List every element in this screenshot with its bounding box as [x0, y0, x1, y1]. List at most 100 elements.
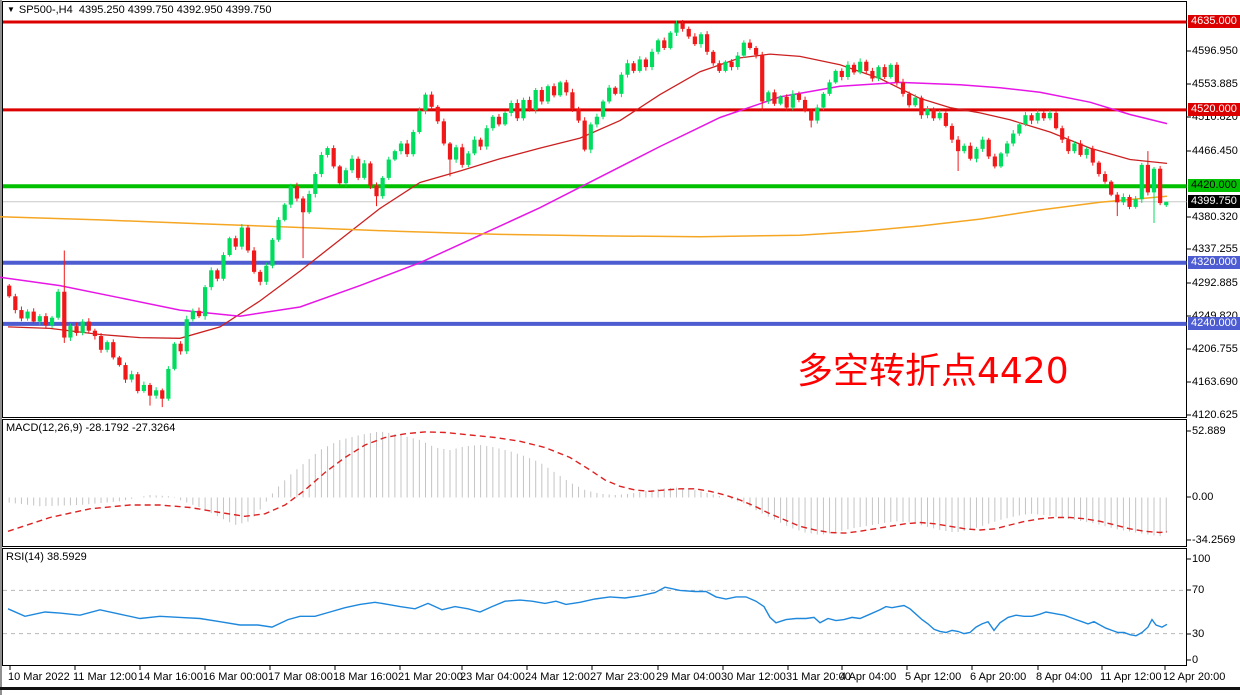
candle-body: [460, 147, 465, 165]
candle-body: [576, 109, 581, 121]
candle-body: [13, 296, 18, 311]
candle-body: [374, 185, 379, 197]
candle-body: [1115, 194, 1120, 203]
candle-body: [288, 186, 293, 205]
time-axis-label: 30 Mar 12:00: [721, 671, 786, 683]
candle-body: [564, 82, 569, 93]
time-axis-label: 29 Mar 04:00: [656, 671, 721, 683]
candle-body: [25, 311, 30, 319]
candle-body: [931, 109, 936, 119]
candle-body: [166, 368, 171, 399]
candle-body: [398, 143, 404, 152]
candle-body: [649, 51, 655, 68]
candle-body: [723, 61, 728, 71]
candle-body: [1084, 148, 1089, 155]
candle-body: [888, 64, 893, 78]
price-tick-label: 4466.450: [1192, 145, 1238, 157]
candle-body: [307, 193, 312, 213]
candle-body: [827, 82, 832, 94]
candle-body: [411, 132, 416, 155]
candle-body: [637, 59, 642, 71]
candle-body: [949, 125, 955, 140]
rsi-panel[interactable]: [2, 548, 1187, 666]
candle-body: [203, 287, 208, 317]
candle-body: [1060, 128, 1065, 140]
candle-body: [215, 270, 220, 279]
candle-body: [729, 61, 734, 68]
price-tick-label: 4120.625: [1192, 409, 1238, 421]
candle-body: [258, 271, 263, 282]
macd-panel[interactable]: [2, 419, 1187, 547]
candle-body: [643, 59, 648, 68]
candle-body: [1004, 143, 1010, 154]
candle-body: [343, 170, 349, 184]
candle-body: [1017, 124, 1022, 134]
candle-body: [129, 374, 134, 380]
price-badge: 4399.750: [1188, 195, 1240, 208]
macd-tick-label: 0.00: [1192, 491, 1214, 503]
macd-area[interactable]: [7, 431, 1168, 537]
time-axis-label: 11 Apr 12:00: [1100, 671, 1162, 683]
candle-body: [686, 28, 691, 37]
candle-body: [441, 121, 446, 144]
time-axis-label: 11 Mar 12:00: [73, 671, 138, 683]
candle-body: [521, 99, 526, 119]
time-axis-label: 8 Apr 04:00: [1036, 671, 1093, 683]
candle-body: [1158, 168, 1163, 204]
candle-body: [331, 148, 336, 167]
candle-body: [558, 82, 563, 96]
candle-body: [851, 64, 857, 73]
candle-body: [245, 227, 251, 251]
candle-body: [680, 23, 685, 29]
candle-body: [986, 139, 991, 157]
candle-body: [705, 34, 710, 52]
main-chart-area[interactable]: [0, 19, 1187, 408]
time-axis-label: 5 Apr 12:00: [905, 671, 962, 683]
rsi-tick-label: 70: [1192, 584, 1205, 596]
candle-body: [894, 64, 899, 83]
candle-body: [98, 336, 104, 350]
symbol-dropdown-icon[interactable]: ▼: [7, 5, 15, 14]
candle-body: [19, 310, 24, 319]
candle-body: [154, 390, 159, 396]
time-axis-label: 4 Apr 04:00: [840, 671, 897, 683]
candle-body: [190, 310, 195, 320]
candle-body: [405, 143, 410, 155]
candle-body: [509, 102, 514, 113]
candle-body: [1053, 112, 1059, 129]
candle-body: [368, 163, 373, 186]
candle-body: [717, 63, 722, 71]
candle-body: [62, 291, 67, 338]
main-chart-panel[interactable]: [2, 1, 1187, 418]
candle-body: [270, 239, 275, 266]
candle-body: [796, 93, 802, 100]
time-axis-label: 18 Mar 16:00: [333, 671, 398, 683]
rsi-area[interactable]: [3, 586, 1187, 637]
candle-body: [582, 120, 587, 150]
time-axis-label: 24 Mar 12:00: [525, 671, 590, 683]
candle-body: [735, 55, 740, 68]
candle-body: [809, 110, 814, 121]
candle-body: [1041, 112, 1046, 119]
candle-body: [147, 384, 153, 396]
candle-body: [845, 64, 851, 78]
price-tick-label: 4553.885: [1192, 78, 1238, 90]
candle-body: [1029, 115, 1034, 121]
candle-body: [570, 92, 575, 110]
candle-body: [974, 148, 979, 159]
time-axis-label: 17 Mar 08:00: [268, 671, 333, 683]
price-tick-label: 4206.755: [1192, 343, 1238, 355]
candle-body: [221, 255, 226, 279]
candle-body: [135, 374, 140, 392]
candle-body: [870, 70, 875, 79]
candle-body: [31, 311, 36, 322]
rsi-tick-label: 0: [1192, 654, 1199, 666]
candle-body: [600, 101, 606, 117]
candle-body: [233, 238, 238, 247]
candle-body: [502, 112, 508, 125]
time-axis-label: 27 Mar 23:00: [590, 671, 655, 683]
candle-body: [753, 47, 759, 55]
time-axis-label: 21 Mar 20:00: [398, 671, 463, 683]
candle-body: [68, 326, 73, 338]
